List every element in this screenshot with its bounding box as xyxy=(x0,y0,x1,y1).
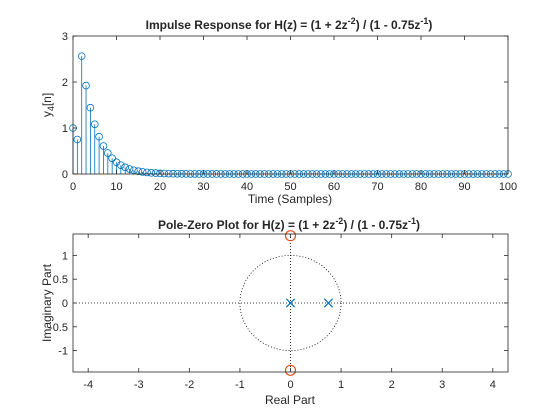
pole-zero-xlabel: Real Part xyxy=(265,393,316,407)
x-tick-label: 80 xyxy=(415,181,427,193)
x-tick-label: 40 xyxy=(241,181,253,193)
impulse-xlabel: Time (Samples) xyxy=(248,192,332,206)
impulse-axes-box xyxy=(72,35,509,175)
pole-marker xyxy=(323,298,334,308)
stem-marker xyxy=(90,120,99,129)
impulse-response-axes: Impulse Response for H(z) = (1 + 2z-2) /… xyxy=(40,16,517,206)
pole-zero-ylabel: Imaginary Part xyxy=(40,263,54,342)
x-tick-label: -1 xyxy=(235,379,245,391)
zero-marker xyxy=(284,364,297,376)
x-tick-label: 90 xyxy=(458,181,470,193)
x-tick-label: 50 xyxy=(284,181,296,193)
stem-marker xyxy=(160,169,169,178)
x-tick-label: -2 xyxy=(184,379,194,391)
stem-marker xyxy=(125,165,134,173)
pole-zero-title: Pole-Zero Plot for H(z) = (1 + 2z-2) / (… xyxy=(158,216,420,232)
x-tick-label: 100 xyxy=(499,181,517,193)
y-tick-label: 1 xyxy=(62,123,68,135)
stem-marker xyxy=(138,168,147,176)
x-tick-label: 70 xyxy=(371,181,383,193)
stem-marker xyxy=(121,163,129,172)
stem-marker xyxy=(156,169,164,178)
x-tick-label: 2 xyxy=(389,379,395,391)
stem-marker xyxy=(151,169,160,177)
unit-circle xyxy=(239,255,342,351)
stem-series xyxy=(69,52,512,178)
y-tick-label: -0.5 xyxy=(49,322,68,334)
x-tick-label: 30 xyxy=(197,181,209,193)
pole-zero-axes: Pole-Zero Plot for H(z) = (1 + 2z-2) / (… xyxy=(40,216,509,407)
y-tick-label: 3 xyxy=(62,31,68,43)
impulse-response-title: Impulse Response for H(z) = (1 + 2z-2) /… xyxy=(146,16,433,32)
stem-marker xyxy=(117,161,125,169)
x-tick-label: 4 xyxy=(490,379,496,391)
stem-marker xyxy=(95,132,103,141)
x-tick-label: 60 xyxy=(328,181,340,193)
y-tick-label: 0 xyxy=(62,169,68,181)
y-tick-label: 0 xyxy=(62,298,68,310)
stem-marker xyxy=(86,103,95,112)
y-tick-label: 1 xyxy=(62,250,68,262)
x-tick-label: 3 xyxy=(439,379,445,391)
stem-marker xyxy=(73,135,82,144)
x-tick-label: 1 xyxy=(338,379,344,391)
x-tick-label: -4 xyxy=(83,379,93,391)
stem-marker xyxy=(82,81,90,90)
y-tick-label: -1 xyxy=(58,346,68,358)
y-tick-label: 0.5 xyxy=(53,274,68,286)
y-tick-label: 2 xyxy=(62,77,68,89)
stem-marker xyxy=(147,169,156,177)
zero-marker xyxy=(284,230,297,242)
stem-marker xyxy=(108,154,116,163)
pole-zero-content xyxy=(73,230,508,376)
pole-marker xyxy=(285,298,296,308)
x-tick-label: 0 xyxy=(70,181,76,193)
x-tick-label: 10 xyxy=(110,181,122,193)
pole-zero-ticks: -4 -3 -2 -1 0 1 2 3 4 -1 -0.5 0 0.5 1 xyxy=(49,234,508,391)
stem-marker xyxy=(134,167,143,175)
impulse-ylabel: y4[n] xyxy=(40,93,56,117)
x-tick-label: 0 xyxy=(287,379,293,391)
impulse-ticks: 0 10 20 30 40 50 60 70 80 90 100 0 1 2 3 xyxy=(62,31,517,193)
stem-marker xyxy=(104,149,112,157)
stem-marker xyxy=(99,142,108,150)
stem-marker xyxy=(77,52,86,60)
x-tick-label: 20 xyxy=(154,181,166,193)
x-tick-label: -3 xyxy=(134,379,144,391)
stem-marker xyxy=(143,168,151,177)
